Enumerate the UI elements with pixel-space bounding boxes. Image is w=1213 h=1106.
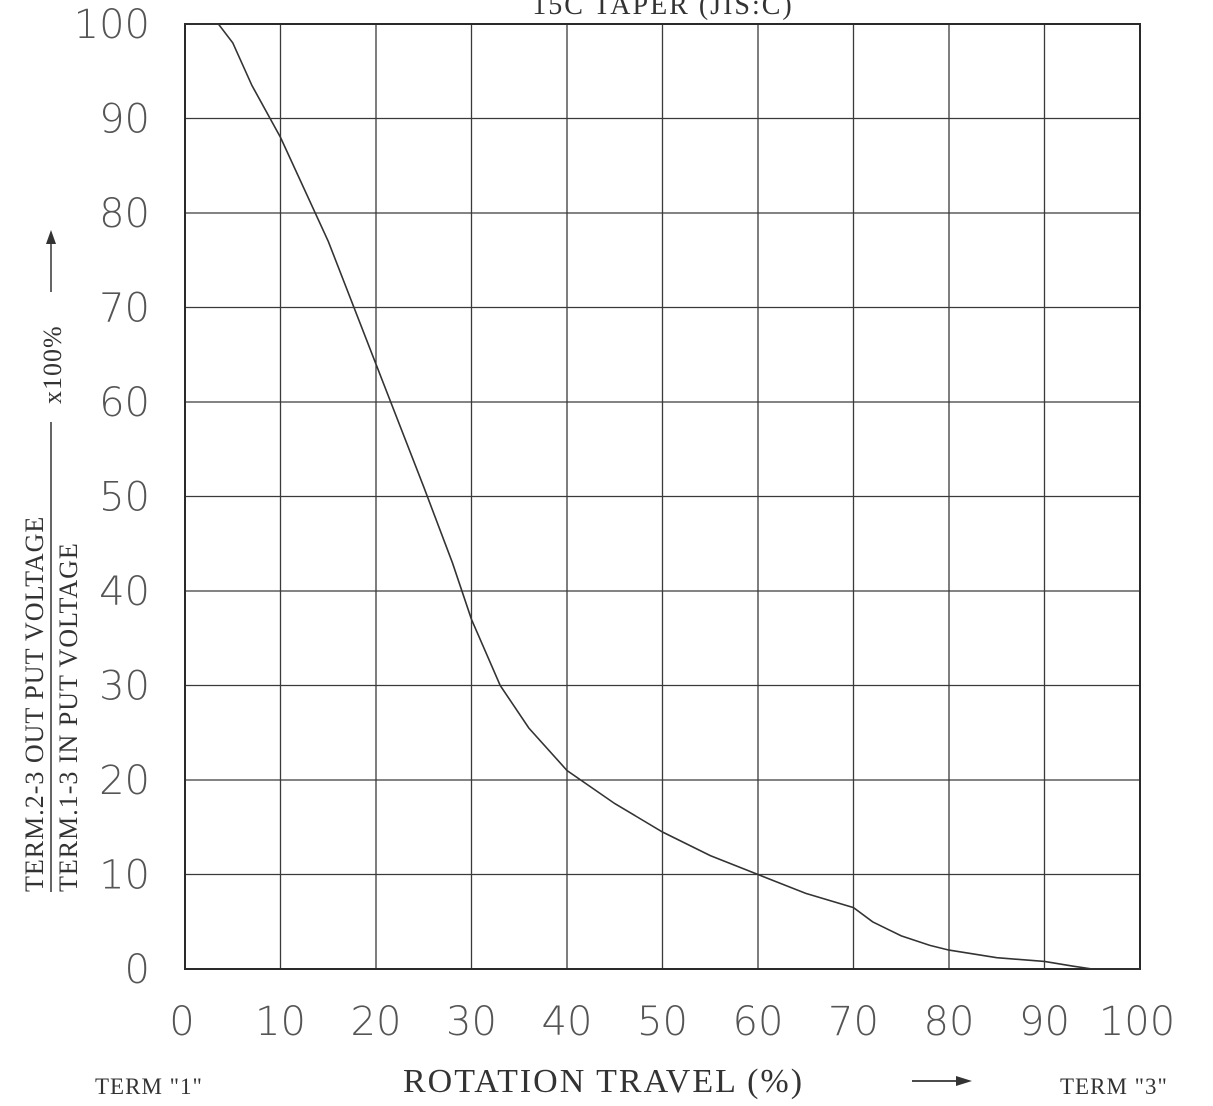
y-tick-label: 40 [99, 569, 150, 615]
x-tick-label: 50 [637, 999, 688, 1045]
x-tick-labels: 0 10 20 30 40 50 60 70 80 90 100 [169, 999, 1175, 1045]
x-axis-arrow [912, 1076, 972, 1086]
x-tick-label: 90 [1019, 999, 1070, 1045]
y-tick-label: 70 [99, 286, 150, 332]
y-tick-label: 80 [99, 191, 150, 237]
y-axis-multiplier: x100% [38, 325, 67, 404]
x-tick-label: 80 [924, 999, 975, 1045]
x-tick-label: 40 [542, 999, 593, 1045]
y-tick-label: 0 [125, 947, 150, 993]
x-tick-label: 10 [255, 999, 306, 1045]
y-tick-label: 30 [99, 664, 150, 710]
plot-frame [184, 23, 1141, 970]
term-1-label: TERM "1" [95, 1074, 203, 1099]
y-tick-labels: 0 10 20 30 40 50 60 70 80 90 100 [74, 2, 150, 993]
grid [185, 24, 1140, 969]
x-tick-label: 20 [351, 999, 402, 1045]
taper-curve [185, 23, 1140, 970]
y-tick-label: 20 [99, 758, 150, 804]
y-axis-label-group: TERM.2-3 OUT PUT VOLTAGE TERM.1-3 IN PUT… [20, 230, 83, 892]
y-tick-label: 50 [99, 475, 150, 521]
y-axis-label-denominator: TERM.1-3 IN PUT VOLTAGE [54, 542, 83, 892]
y-tick-label: 10 [99, 853, 150, 899]
x-tick-label: 0 [169, 999, 194, 1045]
y-tick-label: 60 [99, 380, 150, 426]
y-tick-label: 100 [74, 2, 150, 48]
y-tick-label: 90 [99, 97, 150, 143]
x-axis-label: ROTATION TRAVEL (%) [403, 1063, 804, 1100]
x-tick-label: 70 [828, 999, 879, 1045]
x-tick-label: 100 [1099, 999, 1175, 1045]
y-axis-arrow-head [46, 230, 56, 244]
x-tick-label: 60 [733, 999, 784, 1045]
chart-title: 15C TAPER (JIS:C) [532, 0, 794, 21]
x-tick-label: 30 [446, 999, 497, 1045]
term-3-label: TERM "3" [1060, 1074, 1168, 1099]
y-axis-label-numerator: TERM.2-3 OUT PUT VOLTAGE [20, 516, 49, 892]
